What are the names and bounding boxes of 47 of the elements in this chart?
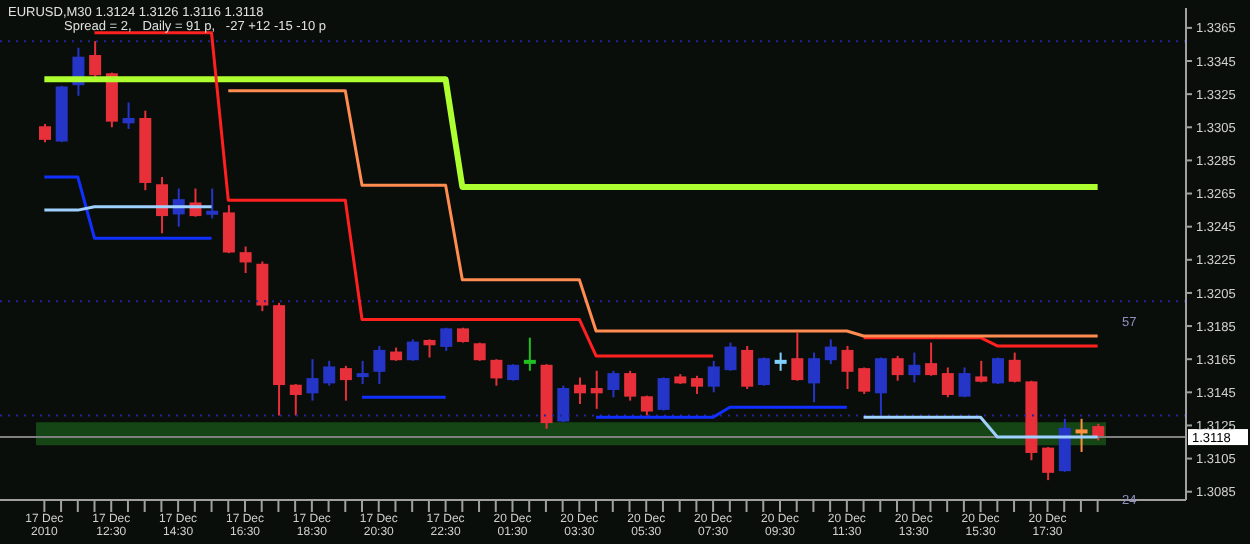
candlestick: [707, 359, 720, 394]
candlestick: [356, 359, 369, 386]
candlestick: [1058, 417, 1071, 473]
candlestick: [590, 369, 603, 410]
candlestick: [557, 384, 570, 424]
candlestick: [858, 366, 871, 395]
candlestick: [791, 331, 804, 382]
candlestick: [1008, 351, 1021, 384]
candlestick: [239, 245, 252, 275]
candlestick: [757, 356, 770, 387]
candlestick: [222, 204, 235, 255]
candlestick: [490, 358, 503, 387]
candlestick: [406, 338, 419, 362]
candlestick: [774, 351, 787, 372]
candlestick: [908, 351, 921, 384]
candlestick: [958, 366, 971, 399]
line-series: [226, 89, 1100, 338]
candlestick: [724, 341, 737, 372]
candlestick: [423, 338, 436, 359]
candlestick: [39, 122, 51, 144]
candlestick: [523, 336, 536, 372]
candlestick: [206, 187, 219, 220]
candlestick: [808, 351, 821, 404]
candlestick: [373, 344, 386, 386]
candlestick: [323, 359, 336, 387]
candlestick: [1075, 417, 1088, 453]
candlestick: [891, 354, 904, 382]
candlestick: [841, 344, 854, 391]
candlestick: [991, 356, 1004, 386]
candlestick: [874, 356, 887, 417]
candlestick: [925, 341, 938, 377]
candlestick: [122, 101, 135, 130]
candlestick: [607, 369, 620, 399]
candlestick: [624, 369, 637, 402]
candlestick: [657, 376, 670, 412]
candlestick: [941, 366, 954, 399]
candlestick: [156, 175, 169, 235]
candlestick: [289, 383, 302, 417]
candlestick: [339, 364, 352, 402]
candlestick: [306, 358, 319, 402]
candlestick: [1042, 445, 1055, 482]
candlestick: [691, 374, 704, 395]
candlestick: [824, 338, 837, 366]
candlestick: [256, 260, 269, 313]
candlestick: [89, 40, 102, 81]
candlestick: [741, 344, 754, 391]
candlestick: [574, 376, 586, 405]
